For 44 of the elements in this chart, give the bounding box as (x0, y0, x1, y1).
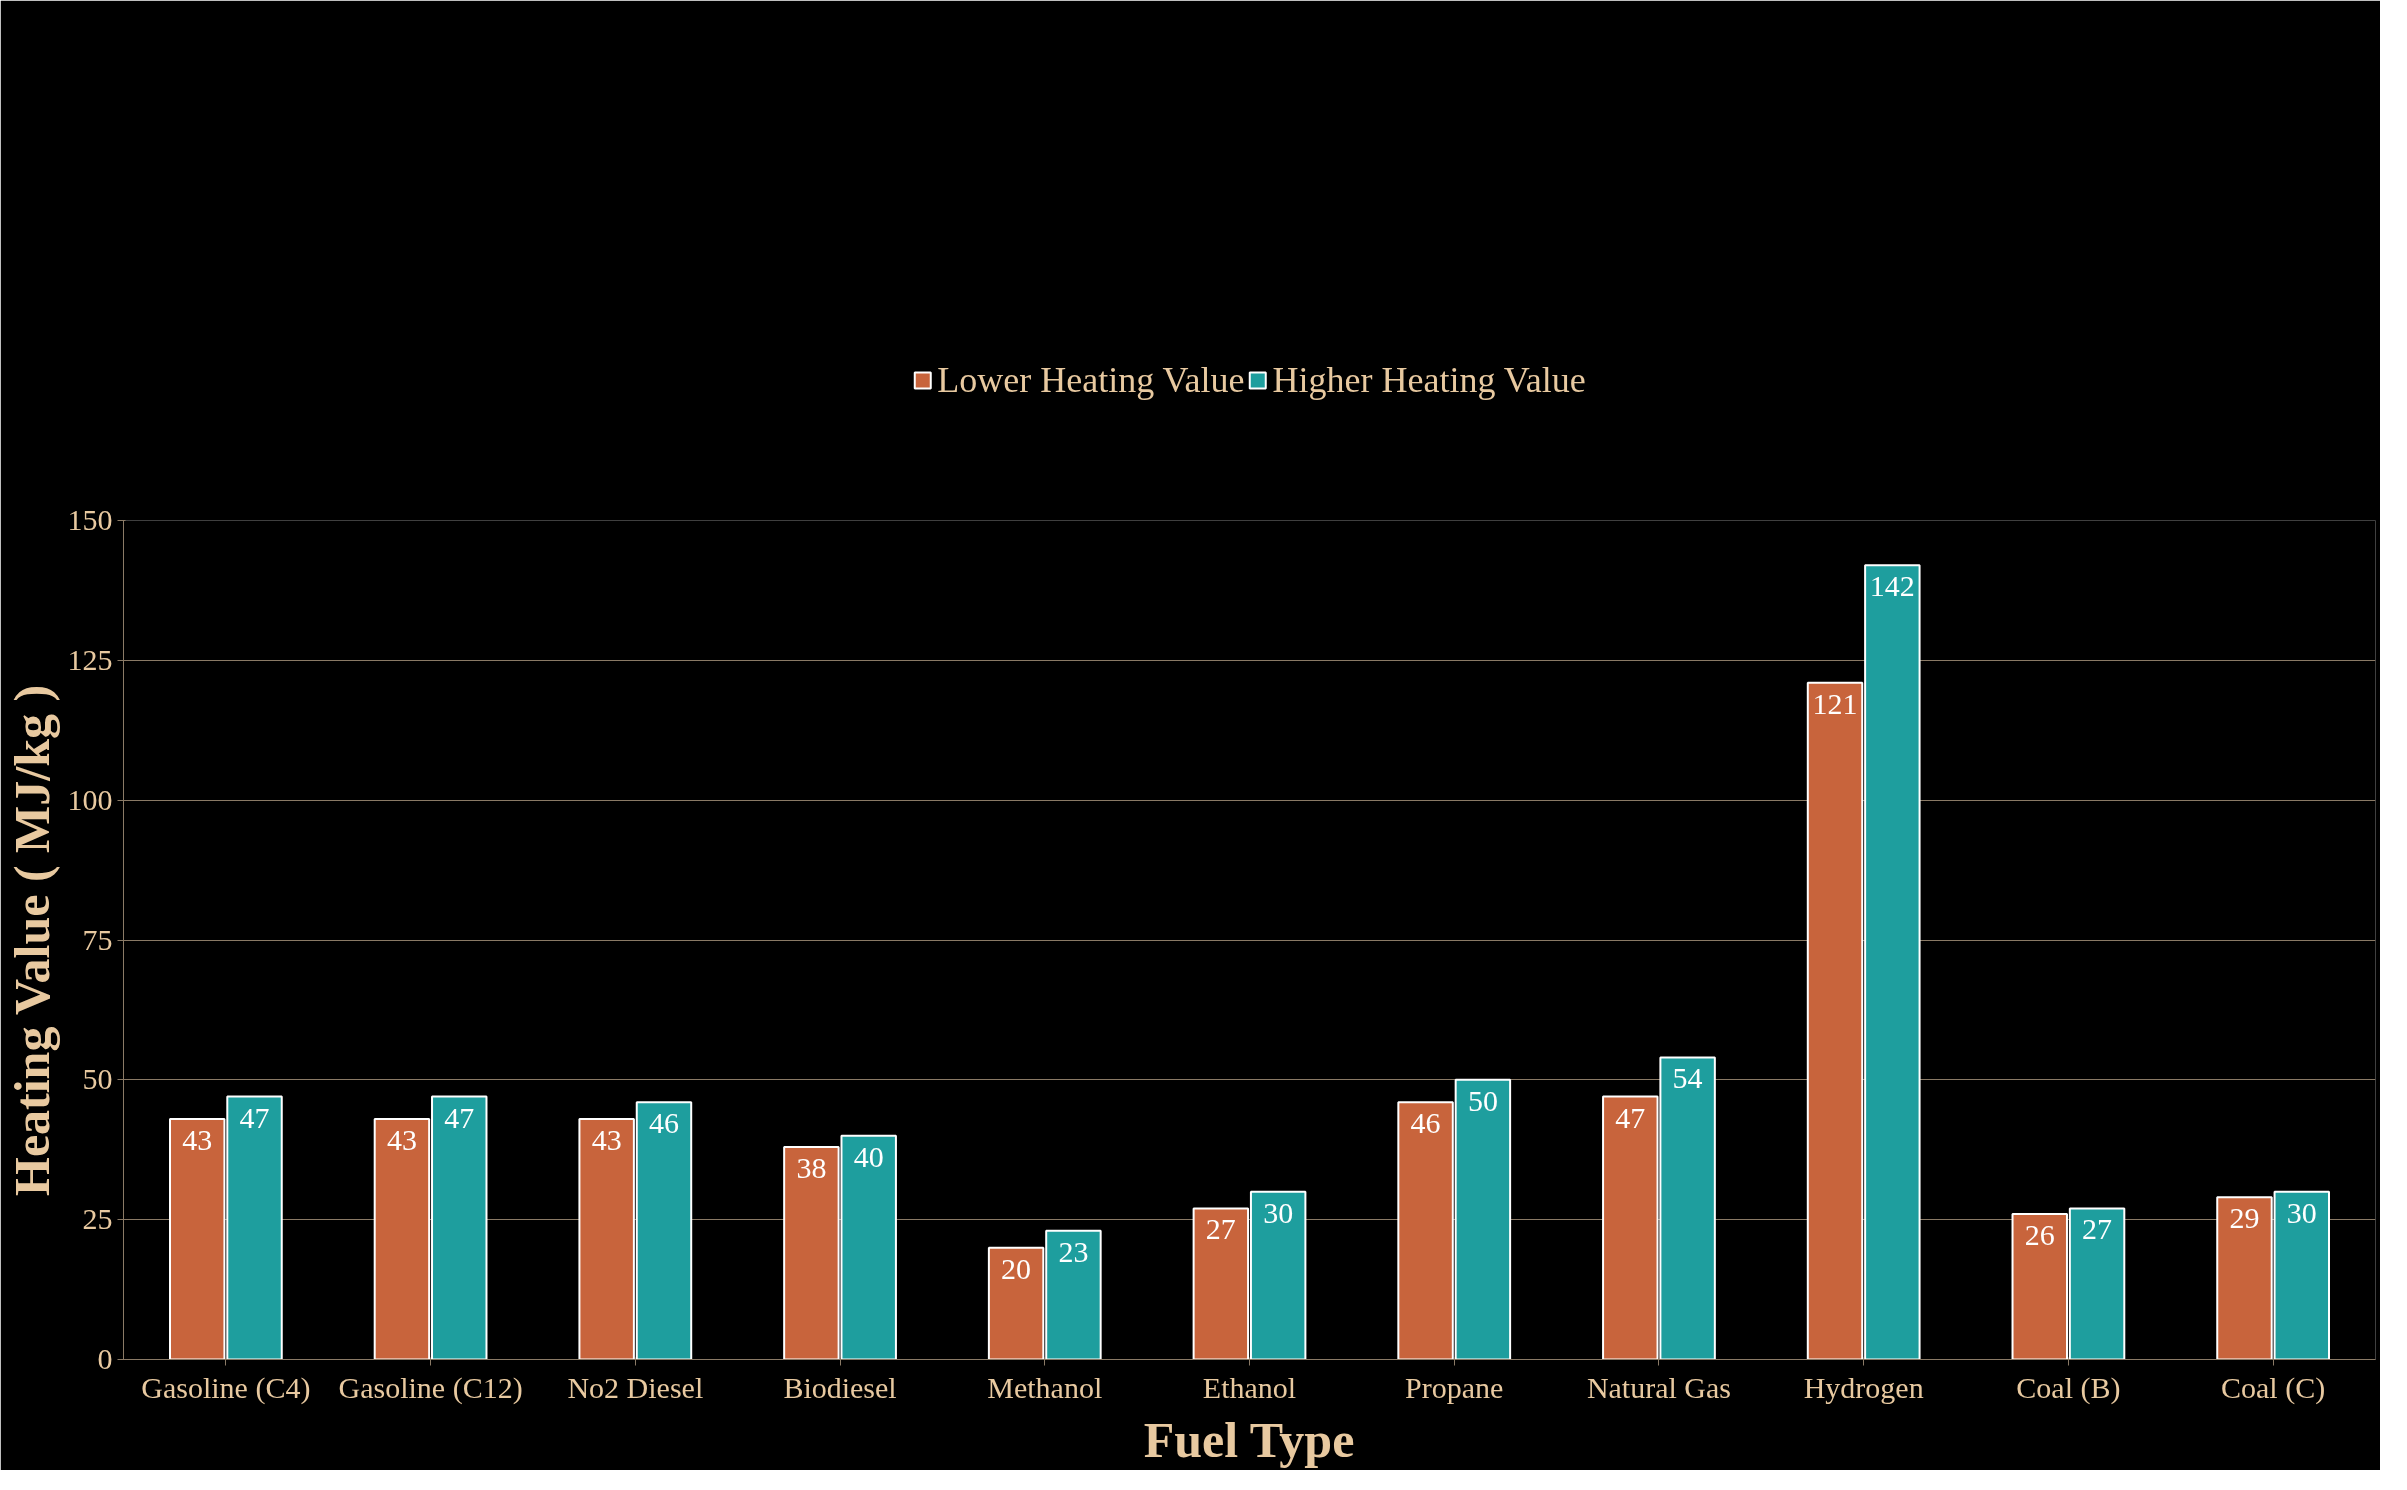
x-tick-label: Ethanol (1202, 1370, 1297, 1404)
x-axis-title: Fuel Type (1143, 1411, 1355, 1468)
y-tick-label: 150 (67, 503, 113, 536)
y-tick-label: 75 (82, 922, 113, 956)
data-label: 20 (1001, 1251, 1032, 1285)
x-tick-label: Natural Gas (1586, 1370, 1732, 1404)
data-label: 142 (1869, 569, 1915, 603)
x-tick-label: Methanol (987, 1370, 1103, 1404)
data-label: 23 (1058, 1234, 1089, 1268)
legend-label: Lower Heating Value (937, 358, 1245, 401)
legend-label: Higher Heating Value (1272, 358, 1586, 401)
data-label: 121 (1812, 686, 1858, 720)
data-label: 46 (1410, 1106, 1441, 1140)
data-label: 30 (2286, 1195, 2317, 1229)
data-label: 47 (239, 1100, 270, 1134)
x-tick-label: Gasoline (C12) (338, 1370, 523, 1405)
y-tick-label: 0 (97, 1342, 113, 1375)
data-label: 47 (444, 1100, 475, 1134)
data-label: 27 (1205, 1212, 1236, 1246)
data-label: 27 (2082, 1212, 2113, 1246)
x-tick-label: Gasoline (C4) (141, 1370, 311, 1405)
data-label: 30 (1263, 1195, 1294, 1229)
y-tick-label: 125 (67, 642, 113, 676)
data-label: 40 (853, 1139, 884, 1173)
data-label: 38 (796, 1150, 827, 1184)
x-tick-label: No2 Diesel (567, 1370, 704, 1404)
y-tick-label: 25 (82, 1202, 113, 1236)
data-label: 43 (386, 1122, 417, 1156)
data-label: 54 (1672, 1061, 1703, 1095)
data-label: 43 (591, 1122, 622, 1156)
data-label: 46 (648, 1106, 679, 1140)
x-tick-label: Propane (1405, 1370, 1504, 1404)
x-tick-label: Biodiesel (783, 1370, 897, 1404)
data-label: 26 (2024, 1218, 2055, 1252)
data-label: 29 (2229, 1201, 2260, 1235)
data-label: 43 (182, 1122, 213, 1156)
x-tick-label: Coal (B) (2016, 1370, 2121, 1405)
x-tick-label: Coal (C) (2221, 1370, 2326, 1405)
data-label: 47 (1615, 1100, 1646, 1134)
x-tick-label: Hydrogen (1803, 1370, 1924, 1404)
y-axis-title: Heating Value ( MJ/kg ) (3, 684, 60, 1197)
data-label: 50 (1467, 1083, 1498, 1117)
y-tick-label: 50 (82, 1062, 113, 1096)
y-tick-label: 100 (67, 782, 113, 816)
